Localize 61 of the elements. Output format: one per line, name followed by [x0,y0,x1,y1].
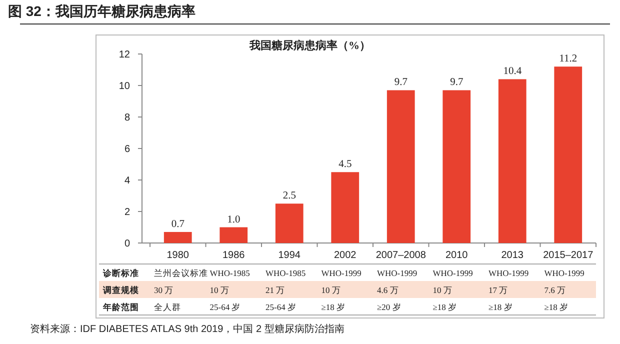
text: WHO-1999 [488,268,529,278]
bar [275,204,304,243]
data-label: 10.4 [503,66,522,78]
bar [331,172,360,243]
text: 全人群 [154,302,181,312]
text: 10 万 [432,285,452,295]
text: 21 万 [266,285,286,295]
data-label: 11.2 [559,54,578,65]
y-tick-label: 2 [124,207,130,218]
y-tick-label: 6 [124,144,130,155]
x-tick-label: 2002 [334,250,357,261]
bar [164,232,192,243]
y-tick-label: 10 [118,81,130,92]
x-tick-label: 2013 [501,250,524,261]
text: 30 万 [154,285,174,295]
bar [498,79,526,243]
bar [220,227,248,243]
text: WHO-1999 [432,268,473,278]
text: WHO-1999 [321,268,362,278]
text: 17 万 [488,285,508,295]
text: 兰州会议标准 [154,268,208,278]
text: 资料来源：IDF DIABETES ATLAS 9th 2019，中国 2 型糖尿病防治指南 [30,323,344,335]
y-tick-label: 8 [124,112,130,124]
x-tick-label: 1980 [166,250,190,261]
bar [386,90,415,243]
text: 4.6 万 [377,285,399,295]
x-tick-label: 2015–2017 [543,250,594,261]
x-tick-label: 1994 [278,250,301,261]
text: ≥18 岁 [432,302,458,312]
text: ≥20 岁 [377,302,402,312]
y-tick-label: 0 [124,238,130,250]
data-label: 1.0 [227,214,240,226]
text: 10 万 [210,285,230,295]
text: 25-64 岁 [266,302,296,312]
data-label: 4.5 [338,159,352,170]
chart-title: 图 32：我国历年糖尿病患病率 [8,3,196,19]
y-tick-label: 4 [124,176,130,186]
text: ≥18 岁 [544,302,569,312]
text: WHO-1985 [266,268,306,278]
chart-subtitle: 我国糖尿病患病率（%） [248,39,370,52]
text: ≥18 岁 [488,302,513,312]
text: ≥18 岁 [321,302,346,312]
text: WHO-1999 [544,268,584,278]
x-tick-label: 2007–2008 [376,250,426,261]
text: 10 万 [321,285,341,295]
bar [554,66,582,243]
text: 7.6 万 [544,285,566,295]
text: 调查规模 [102,285,140,295]
text: 诊断标准 [102,268,139,278]
data-label: 9.7 [394,77,408,88]
x-tick-label: 1986 [222,250,246,261]
y-tick-label: 12 [118,50,130,60]
text: 年龄范围 [102,302,139,312]
text: WHO-1999 [377,268,418,278]
x-tick-label: 2010 [446,250,468,261]
data-label: 9.7 [450,77,464,88]
bar [442,90,471,243]
text: 25-64 岁 [210,302,241,312]
text: WHO-1985 [210,268,250,278]
data-label: 2.5 [282,190,296,202]
data-label: 0.7 [171,218,184,230]
